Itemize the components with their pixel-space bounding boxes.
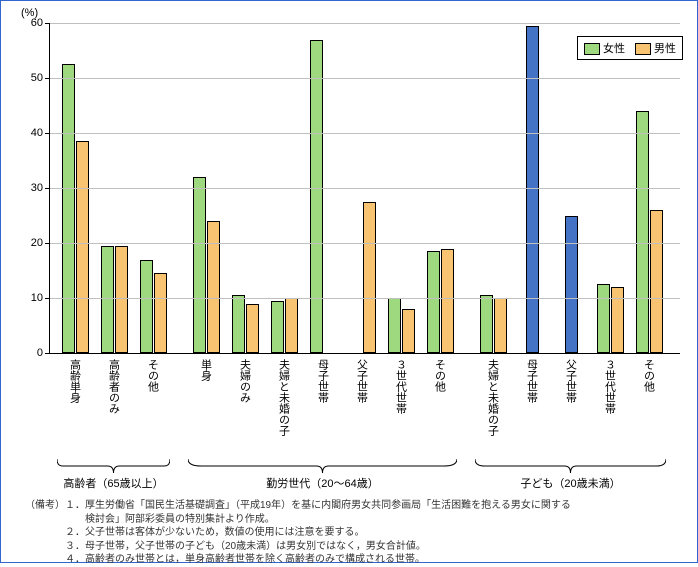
group-brace	[57, 459, 170, 469]
group-brace	[475, 459, 666, 469]
gridline	[50, 188, 680, 189]
ytick-label: 60	[13, 17, 43, 29]
notes-prefix: （備考）	[25, 500, 65, 511]
bar-female	[636, 111, 649, 353]
x-label: 単身	[200, 359, 211, 381]
gridline	[50, 23, 680, 24]
bar-female	[271, 301, 284, 353]
ytick	[45, 353, 50, 354]
bar-male	[76, 141, 89, 353]
x-label: 母子世帯	[526, 359, 537, 403]
bar-female	[310, 40, 323, 354]
bar-male	[650, 210, 663, 353]
bar-male	[363, 202, 376, 353]
bar-male	[207, 221, 220, 353]
ytick-label: 0	[13, 347, 43, 359]
x-label: 夫婦のみ	[239, 359, 250, 403]
bar-female	[597, 284, 610, 353]
x-label: 父子世帯	[356, 359, 367, 403]
group-brace	[188, 459, 457, 469]
swatch-female	[584, 43, 600, 55]
ytick-label: 20	[13, 237, 43, 249]
bar-combined	[565, 216, 578, 354]
gridline	[50, 298, 680, 299]
legend: 女性 男性	[577, 36, 683, 60]
ytick	[45, 23, 50, 24]
group-label: 子ども（20歳未満）	[475, 475, 666, 491]
bar-male	[441, 249, 454, 354]
x-label: その他	[147, 359, 158, 392]
swatch-male	[635, 43, 651, 55]
ytick	[45, 298, 50, 299]
bar-male	[494, 298, 507, 353]
ytick	[45, 78, 50, 79]
ytick-label: 30	[13, 182, 43, 194]
bar-female	[140, 260, 153, 354]
bar-male	[611, 287, 624, 353]
x-label: 父子世帯	[565, 359, 576, 403]
legend-label-female: 女性	[603, 43, 625, 55]
ytick-label: 40	[13, 127, 43, 139]
x-label: その他	[434, 359, 445, 392]
ytick-label: 10	[13, 292, 43, 304]
plot-area	[49, 23, 680, 354]
bar-male	[115, 246, 128, 353]
bar-female	[232, 295, 245, 353]
x-label: 母子世帯	[317, 359, 328, 403]
bar-male	[154, 273, 167, 353]
bar-male	[246, 304, 259, 354]
bar-female	[480, 295, 493, 353]
bar-female	[388, 298, 401, 353]
bar-male	[285, 298, 298, 353]
x-label: 高齢単身	[69, 359, 80, 403]
gridline	[50, 243, 680, 244]
bar-female	[427, 251, 440, 353]
x-label: 高齢者のみ	[108, 359, 119, 414]
footnotes: （備考）１．厚生労働省「国民生活基礎調査」（平成19年）を基に内閣府男女共同参画…	[25, 499, 571, 567]
ytick	[45, 133, 50, 134]
bar-female	[62, 64, 75, 353]
x-label: 夫婦と未婚の子	[278, 359, 289, 436]
gridline	[50, 78, 680, 79]
x-label: ３世代世帯	[395, 359, 406, 414]
bar-female	[193, 177, 206, 353]
chart-frame: (%) 女性 男性 （備考）１．厚生労働省「国民生活基礎調査」（平成19年）を基…	[0, 0, 698, 563]
group-label: 勤労世代（20～64歳）	[188, 475, 457, 491]
bar-combined	[526, 26, 539, 353]
x-label: 夫婦と未婚の子	[487, 359, 498, 436]
ytick	[45, 188, 50, 189]
ytick	[45, 243, 50, 244]
legend-label-male: 男性	[654, 43, 676, 55]
gridline	[50, 133, 680, 134]
ytick-label: 50	[13, 72, 43, 84]
legend-item-female: 女性	[584, 40, 625, 56]
group-label: 高齢者（65歳以上）	[57, 475, 170, 491]
bar-male	[402, 309, 415, 353]
x-label: その他	[643, 359, 654, 392]
x-label: ３世代世帯	[604, 359, 615, 414]
bar-female	[101, 246, 114, 353]
legend-item-male: 男性	[635, 40, 676, 56]
